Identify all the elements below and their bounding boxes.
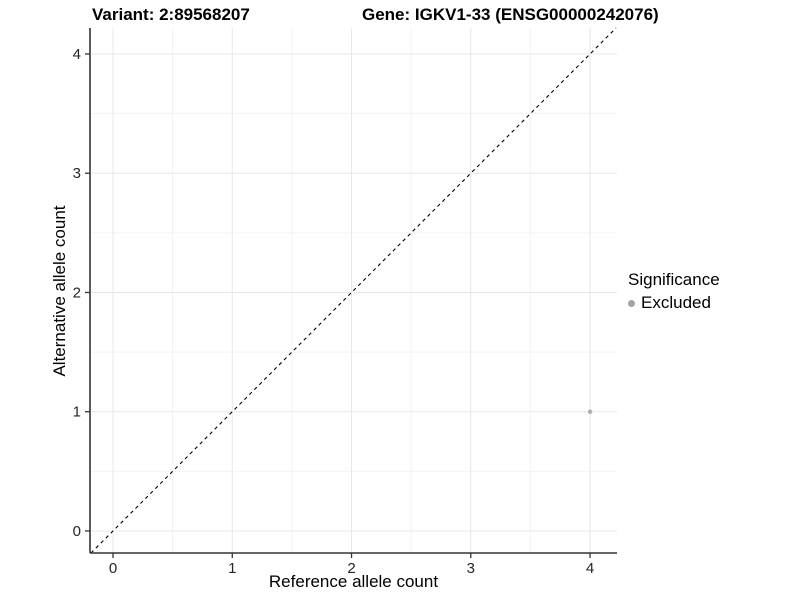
- y-tick-label: 2: [73, 284, 81, 301]
- data-point: [587, 409, 593, 415]
- x-tick-label: 3: [467, 560, 475, 577]
- x-axis-title: Reference allele count: [268, 572, 439, 591]
- y-tick-label: 4: [73, 46, 81, 63]
- legend-items: Excluded: [628, 293, 720, 313]
- legend-item: Excluded: [628, 293, 720, 313]
- x-tick-label: 2: [347, 560, 355, 577]
- y-axis-title: Alternative allele count: [50, 205, 69, 377]
- y-tick-label: 1: [73, 404, 81, 421]
- x-tick-label: 4: [586, 560, 594, 577]
- variant-title: Variant: 2:89568207: [92, 5, 250, 24]
- y-tick-label: 3: [73, 165, 81, 182]
- legend-key-dot-icon: [628, 299, 635, 307]
- y-tick-label: 0: [73, 523, 81, 540]
- x-tick-label: 1: [228, 560, 236, 577]
- identity-line: [90, 27, 617, 554]
- gene-title: Gene: IGKV1-33 (ENSG00000242076): [362, 5, 659, 24]
- legend: Significance Excluded: [628, 270, 720, 313]
- legend-title: Significance: [628, 270, 720, 289]
- legend-item-label: Excluded: [641, 293, 711, 312]
- x-tick-label: 0: [109, 560, 117, 577]
